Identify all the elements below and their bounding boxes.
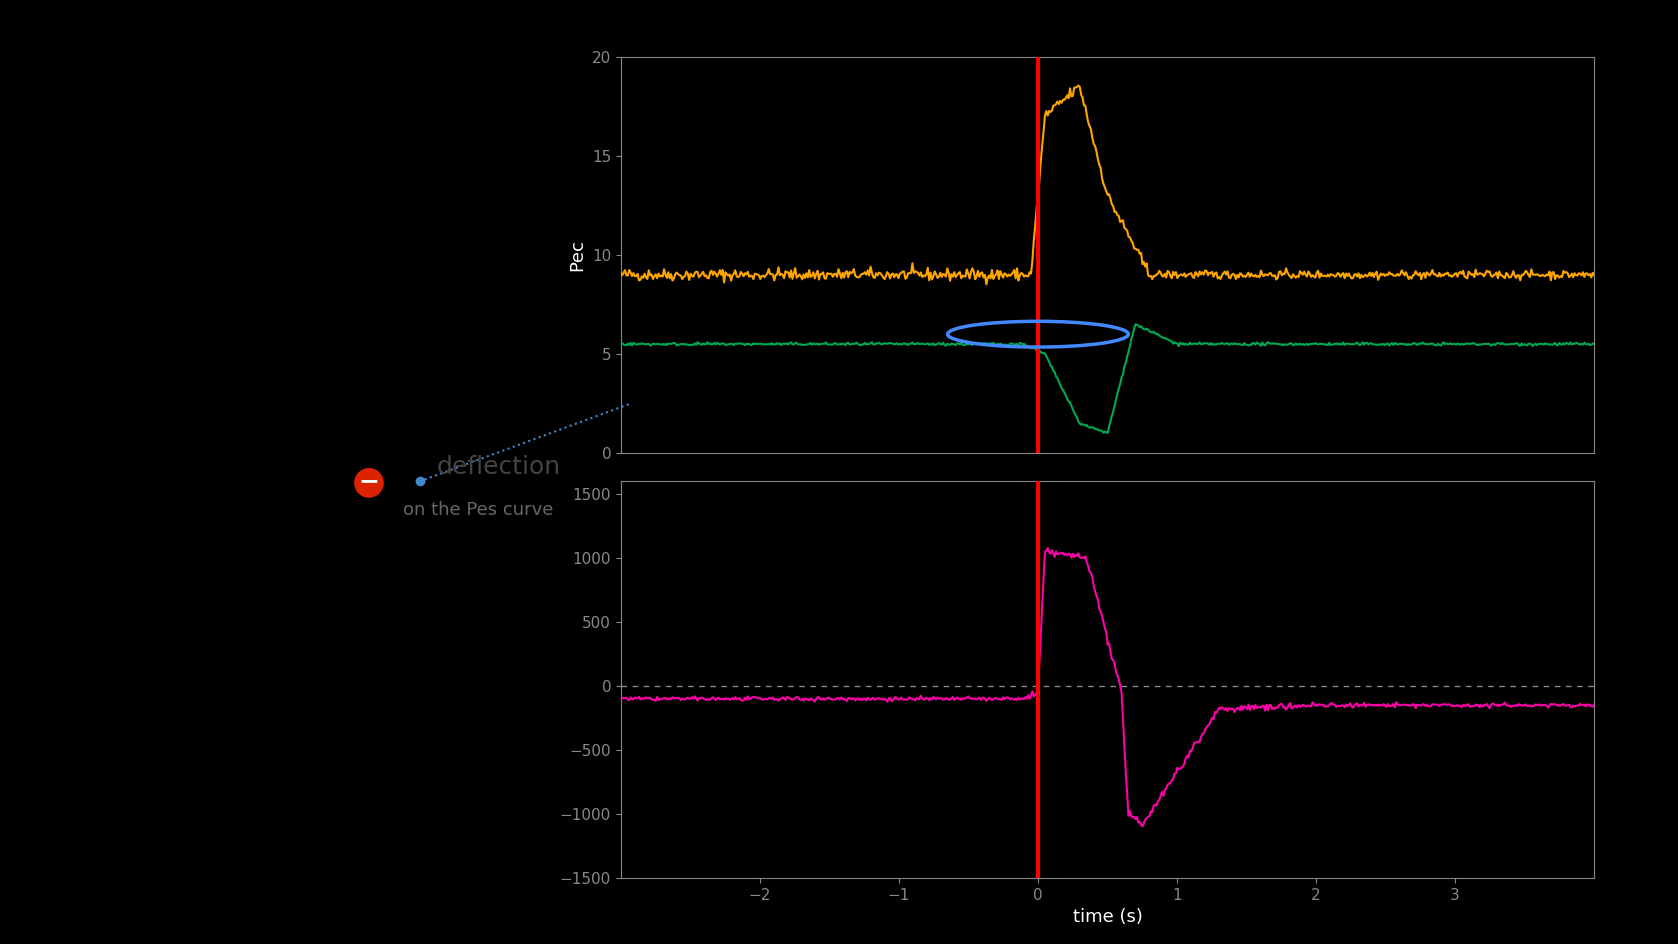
Y-axis label: Pес: Pес <box>569 239 586 271</box>
Text: deflection: deflection <box>436 455 560 480</box>
Text: on the Pes curve: on the Pes curve <box>403 500 554 519</box>
Text: −: − <box>359 469 379 494</box>
Text: ●: ● <box>352 463 386 500</box>
X-axis label: time (s): time (s) <box>1072 908 1143 926</box>
